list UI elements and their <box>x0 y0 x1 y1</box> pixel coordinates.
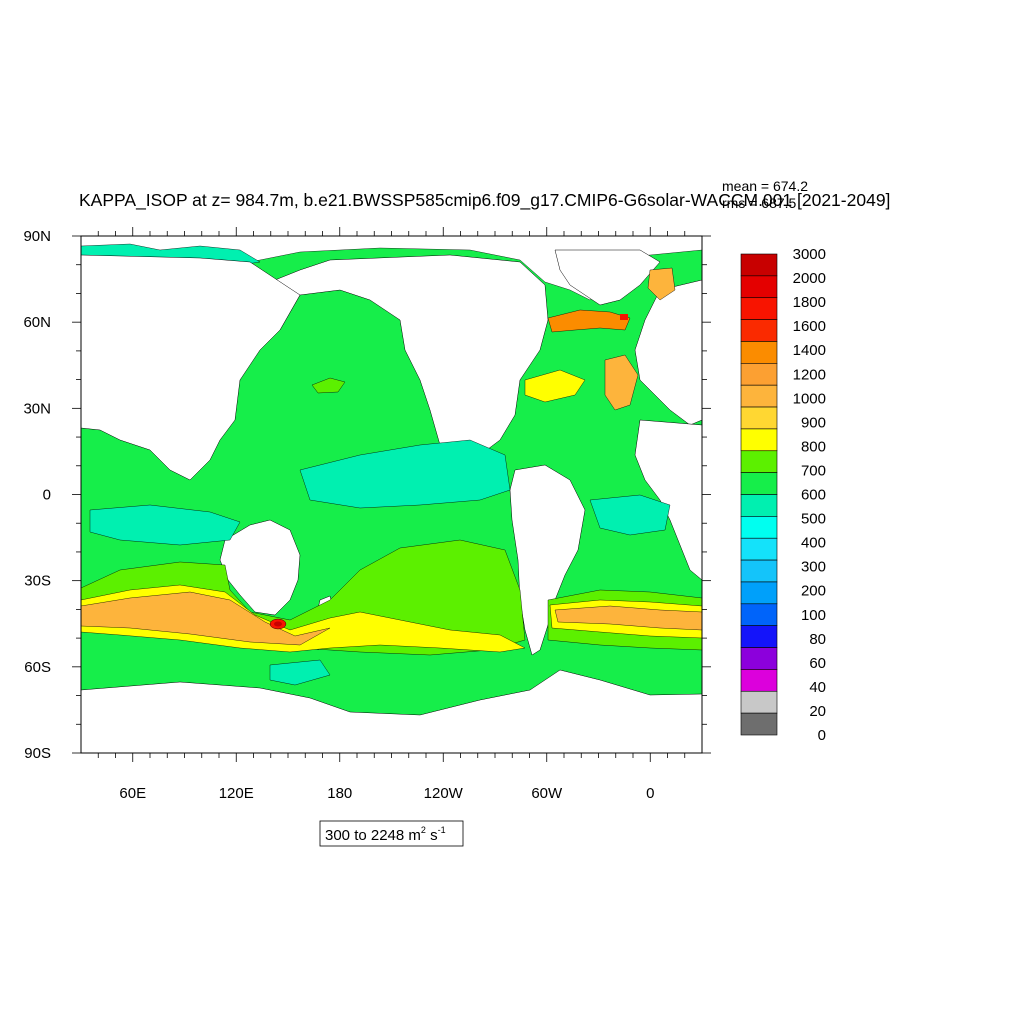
range-box-frame <box>319 820 464 847</box>
colorbar-box <box>740 581 778 605</box>
antarctica-land <box>81 669 702 753</box>
colorbar-label: 900 <box>801 414 826 431</box>
colorbar-box <box>740 712 778 736</box>
colorbar-label: 1400 <box>793 342 826 359</box>
colorbar-label: 60 <box>809 655 826 672</box>
colorbar-box <box>740 537 778 561</box>
colorbar-box <box>740 559 778 583</box>
y-tick-label: 90S <box>24 745 51 762</box>
atlantic-orange-core <box>554 605 702 631</box>
nordic-orange <box>547 309 631 333</box>
africa-land <box>634 419 702 581</box>
range-label: 300 to 2248 m2 s-1 <box>325 825 446 844</box>
colorbar-label: 800 <box>801 438 826 455</box>
y-tick-label: 90N <box>23 228 51 245</box>
colorbar-label: 20 <box>809 703 826 720</box>
range-box: 300 to 2248 m2 s-1 <box>319 820 464 847</box>
x-tick-label: 60E <box>119 785 146 802</box>
europe-land <box>634 279 702 426</box>
colorbar-box <box>740 297 778 320</box>
asia-land <box>81 254 301 481</box>
colorbar-label: 400 <box>801 535 826 552</box>
indian-cyan-band <box>89 504 241 546</box>
colorbar-box <box>740 363 778 386</box>
colorbar-box <box>740 603 778 626</box>
south-america-land <box>509 464 586 656</box>
north-atlantic-orange <box>604 354 639 411</box>
colorbar-label: 40 <box>809 679 826 696</box>
colorbar-box <box>740 516 778 539</box>
colorbar-label: 0 <box>818 727 826 744</box>
colorbar-box <box>740 406 778 430</box>
colorbar-label: 80 <box>809 631 826 648</box>
colorbar-box <box>740 275 778 299</box>
x-tick-label: 60W <box>531 785 563 802</box>
colorbar-box <box>740 428 778 452</box>
x-tick-label: 180 <box>327 785 352 802</box>
map-title: KAPPA_ISOP at z= 984.7m, b.e21.BWSSP585c… <box>79 190 890 211</box>
x-tick-label: 120E <box>219 785 254 802</box>
southern-orange-core <box>81 591 331 646</box>
colorbar-label: 200 <box>801 583 826 600</box>
y-tick-label: 60N <box>23 314 51 331</box>
axis-ticks: 60E 120E 180 120W 60W 0 90N 60N 30N 0 30S 60S 90S <box>23 227 711 802</box>
colorbar-label: 3000 <box>793 246 826 263</box>
colorbar-label: 1200 <box>793 366 826 383</box>
colorbar-box <box>740 669 778 692</box>
colorbar-label: 700 <box>801 462 826 479</box>
colorbar-box <box>740 494 778 517</box>
y-tick-label: 30S <box>24 573 51 590</box>
colorbar-label: 100 <box>801 607 826 624</box>
colorbar-label: 1600 <box>793 318 826 335</box>
colorbar-label: 1000 <box>793 390 826 407</box>
barents-orange <box>647 267 676 301</box>
colorbar-box <box>740 319 778 342</box>
colorbar-box <box>740 472 778 495</box>
hotspot-deepred <box>274 621 282 627</box>
colorbar-box <box>740 253 778 277</box>
colorbar-label: 300 <box>801 559 826 576</box>
colorbar-label: 2000 <box>793 270 826 287</box>
atlantic-cyan-band <box>589 494 671 536</box>
colorbar-box <box>740 647 778 670</box>
mean-stat: mean = 674.2 <box>722 178 808 194</box>
y-tick-label: 0 <box>43 487 51 504</box>
greenland-land <box>554 249 661 306</box>
colorbar-box <box>740 450 778 473</box>
colorbar-label: 1800 <box>793 294 826 311</box>
equatorial-cyan-band <box>299 439 511 509</box>
colorbar-box <box>740 341 778 364</box>
rms-stat: rms = 687.5 <box>722 195 797 211</box>
y-tick-label: 60S <box>24 659 51 676</box>
colorbar-label: 500 <box>801 511 826 528</box>
x-tick-label: 120W <box>424 785 464 802</box>
map-plot-area <box>81 236 702 753</box>
colorbar-box <box>740 690 778 714</box>
north-pacific-lightgreen <box>311 377 346 394</box>
nordic-red-spot <box>620 314 628 320</box>
colorbar-label: 600 <box>801 487 826 504</box>
colorbar-box <box>740 384 778 408</box>
y-tick-label: 30N <box>23 400 51 417</box>
southern-cyan-patch <box>269 659 331 686</box>
x-tick-label: 0 <box>646 785 654 802</box>
colorbar: 3000200018001600140012001000900800700600… <box>740 246 826 744</box>
colorbar-box <box>740 625 778 648</box>
north-atlantic-yellow <box>524 369 586 403</box>
